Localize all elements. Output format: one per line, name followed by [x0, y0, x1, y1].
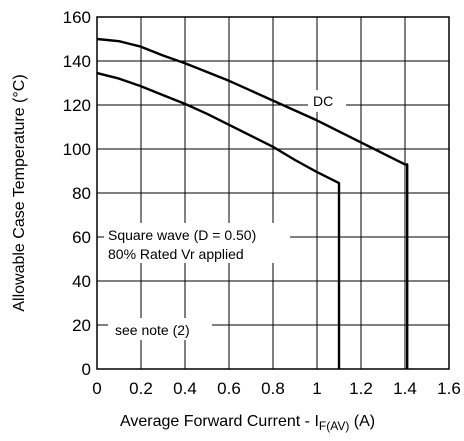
- rated-vr-label: 80% Rated Vr applied: [108, 246, 244, 262]
- x-axis-label-subscript: F(AV): [319, 419, 349, 433]
- x-tick-label: 0.4: [173, 379, 197, 398]
- x-axis-label-unit: (A): [349, 413, 375, 430]
- tick-labels: 0 0.2 0.4 0.6 0.8 1 1.2 1.4 1.6 0 20 40 60 80 100 120 14…: [63, 8, 461, 398]
- x-tick-label: 0.6: [217, 379, 241, 398]
- x-tick-label: 0: [92, 379, 101, 398]
- x-tick-label: 1.2: [349, 379, 373, 398]
- x-tick-label: 1.4: [393, 379, 417, 398]
- dc-label: DC: [313, 93, 333, 109]
- square-wave-curve: [96, 71, 341, 369]
- annotation-layer: DC Square wave (D = 0.50) 80% Rated Vr a…: [104, 90, 346, 340]
- plot-frame: [96, 16, 450, 370]
- x-tick-label: 1.6: [437, 379, 461, 398]
- y-tick-label: 0: [82, 360, 91, 379]
- square-wave-label-background: [104, 223, 290, 263]
- y-tick-label: 120: [63, 96, 91, 115]
- y-axis-label: Allowable Case Temperature (°C): [11, 74, 28, 311]
- square-wave-label: Square wave (D = 0.50): [108, 227, 256, 243]
- x-axis-label-main: Average Forward Current - I: [120, 413, 319, 430]
- note-label-background: [108, 318, 212, 340]
- grid-lines: [97, 17, 449, 369]
- y-tick-label: 140: [63, 52, 91, 71]
- y-tick-label: 60: [72, 228, 91, 247]
- y-tick-label: 160: [63, 8, 91, 27]
- x-tick-label: 0.2: [129, 379, 153, 398]
- y-tick-label: 40: [72, 272, 91, 291]
- note-label: see note (2): [115, 322, 190, 338]
- x-axis-label: Average Forward Current - IF(AV) (A): [120, 413, 375, 433]
- x-tick-label: 1: [312, 379, 321, 398]
- dc-label-background: [308, 90, 346, 112]
- dc-curve: [96, 37, 409, 369]
- y-tick-label: 80: [72, 184, 91, 203]
- y-tick-label: 20: [72, 316, 91, 335]
- x-tick-label: 0.8: [261, 379, 285, 398]
- y-tick-label: 100: [63, 140, 91, 159]
- curve-layer: [96, 37, 409, 369]
